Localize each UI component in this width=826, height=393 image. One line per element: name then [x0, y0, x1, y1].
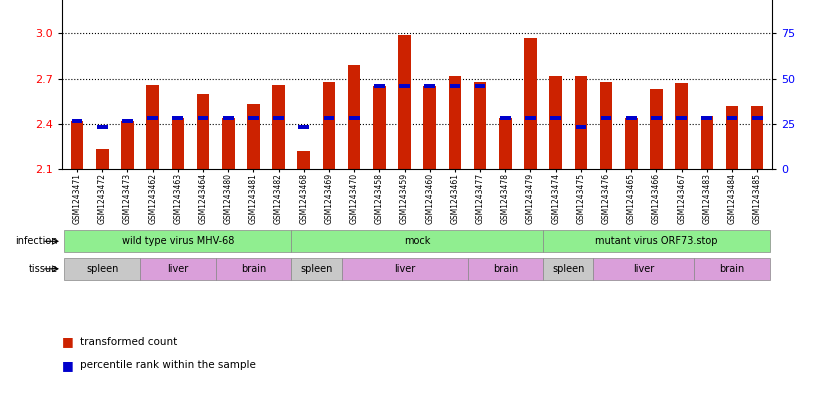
Bar	[248, 116, 259, 119]
Bar	[752, 116, 762, 119]
Bar	[425, 84, 435, 88]
Bar	[140, 258, 216, 280]
Text: tissue: tissue	[29, 264, 58, 274]
Bar	[273, 84, 285, 169]
Bar	[593, 258, 694, 280]
Text: brain: brain	[492, 264, 518, 274]
Bar	[549, 75, 562, 169]
Bar	[96, 149, 108, 169]
Text: percentile rank within the sample: percentile rank within the sample	[80, 360, 256, 371]
Bar	[650, 89, 662, 169]
Text: brain: brain	[240, 264, 266, 274]
Bar	[399, 84, 410, 88]
Text: liver: liver	[634, 264, 654, 274]
Bar	[64, 230, 292, 252]
Bar	[373, 86, 386, 169]
Bar	[468, 258, 543, 280]
Bar	[575, 75, 587, 169]
Bar	[500, 116, 510, 119]
Bar	[694, 258, 770, 280]
Bar	[525, 38, 537, 169]
Bar	[543, 258, 593, 280]
Bar	[700, 116, 713, 169]
Bar	[122, 119, 133, 123]
Bar	[324, 116, 335, 119]
Bar	[173, 116, 183, 119]
Bar	[374, 84, 385, 88]
Text: spleen: spleen	[86, 264, 118, 274]
Bar	[342, 258, 468, 280]
Bar	[726, 106, 738, 169]
Bar	[172, 118, 184, 169]
Bar	[449, 75, 461, 169]
Bar	[727, 116, 738, 119]
Bar	[146, 84, 159, 169]
Bar	[121, 121, 134, 169]
Bar	[72, 119, 83, 123]
Bar	[298, 125, 309, 129]
Bar	[216, 258, 292, 280]
Bar	[398, 35, 411, 169]
Bar	[292, 258, 342, 280]
Bar	[600, 82, 612, 169]
Bar	[751, 106, 763, 169]
Bar	[247, 104, 259, 169]
Bar	[550, 116, 561, 119]
Text: spleen: spleen	[552, 264, 585, 274]
Text: ■: ■	[62, 359, 74, 372]
Bar	[97, 125, 107, 129]
Bar	[499, 118, 511, 169]
Bar	[701, 116, 712, 119]
Text: brain: brain	[719, 264, 744, 274]
Bar	[576, 125, 586, 129]
Bar	[147, 116, 158, 119]
Bar	[297, 151, 310, 169]
Bar	[197, 116, 208, 119]
Text: infection: infection	[16, 236, 58, 246]
Text: liver: liver	[394, 264, 415, 274]
Bar	[222, 118, 235, 169]
Text: spleen: spleen	[300, 264, 333, 274]
Bar	[349, 116, 359, 119]
Text: mock: mock	[404, 236, 430, 246]
Bar	[449, 84, 460, 88]
Bar	[292, 230, 543, 252]
Text: liver: liver	[167, 264, 188, 274]
Bar	[424, 86, 436, 169]
Bar	[651, 116, 662, 119]
Bar	[348, 65, 360, 169]
Bar	[323, 82, 335, 169]
Bar	[71, 121, 83, 169]
Bar	[474, 82, 487, 169]
Bar	[475, 84, 486, 88]
Bar	[525, 116, 536, 119]
Bar	[64, 258, 140, 280]
Bar	[625, 118, 638, 169]
Bar	[626, 116, 637, 119]
Bar	[223, 116, 234, 119]
Bar	[543, 230, 770, 252]
Text: ■: ■	[62, 335, 74, 349]
Bar	[273, 116, 284, 119]
Text: wild type virus MHV-68: wild type virus MHV-68	[121, 236, 234, 246]
Bar	[601, 116, 611, 119]
Text: transformed count: transformed count	[80, 337, 178, 347]
Bar	[676, 116, 687, 119]
Text: mutant virus ORF73.stop: mutant virus ORF73.stop	[596, 236, 718, 246]
Bar	[197, 94, 209, 169]
Bar	[676, 83, 688, 169]
